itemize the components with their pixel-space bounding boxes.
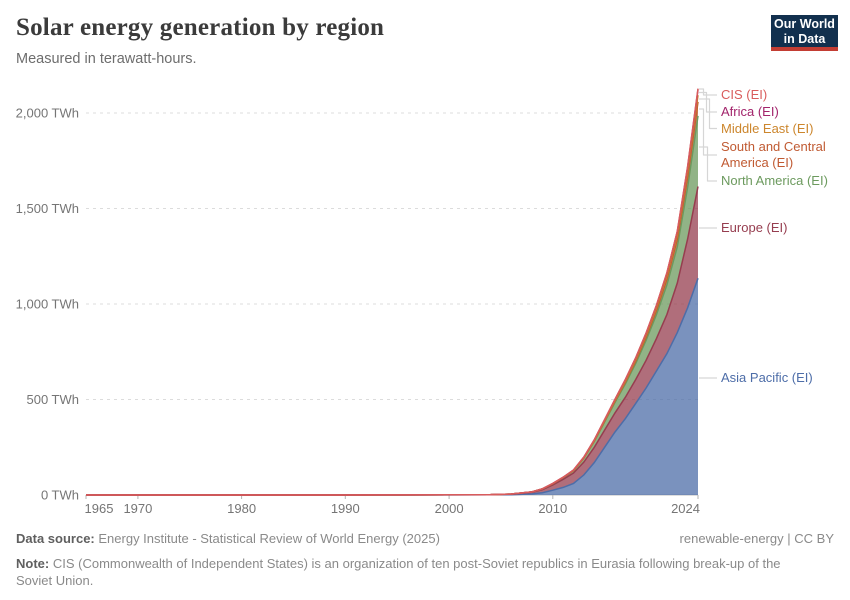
x-tick-label-1980: 1980 xyxy=(227,501,256,516)
y-tick-label-1000: 1,000 TWh xyxy=(16,297,79,312)
data-source-text: Energy Institute - Statistical Review of… xyxy=(98,531,440,546)
line-cis-ei xyxy=(86,88,699,496)
owid-logo[interactable]: Our World in Data xyxy=(771,15,838,51)
x-tick-label-1970: 1970 xyxy=(123,501,152,516)
x-tick-label-1990: 1990 xyxy=(331,501,360,516)
legend-label-cis-ei[interactable]: CIS (EI) xyxy=(721,87,768,102)
x-tick-label-1965: 1965 xyxy=(85,501,114,516)
y-tick-label-1500: 1,500 TWh xyxy=(16,201,79,216)
chart-footer: Data source: Energy Institute - Statisti… xyxy=(16,531,834,589)
legend-connector-middle-east-ei xyxy=(699,98,717,130)
chart-note: Note: CIS (Commonwealth of Independent S… xyxy=(16,555,818,589)
x-tick-label-2010: 2010 xyxy=(538,501,567,516)
legend-label-middle-east-ei[interactable]: Middle East (EI) xyxy=(721,120,814,136)
owid-logo-line1: Our World xyxy=(774,17,835,31)
legend-label-asia-pacific-ei[interactable]: Asia Pacific (EI) xyxy=(721,370,813,385)
legend-label-africa-ei[interactable]: Africa (EI) xyxy=(721,104,779,119)
legend-label-south-and-central-america-ei[interactable]: South and Central America (EI) xyxy=(721,139,826,170)
license-separator: | xyxy=(787,531,791,546)
chart-slug: renewable-energy xyxy=(679,531,784,546)
y-tick-label-2000: 2,000 TWh xyxy=(16,106,79,121)
x-tick-label-2000: 2000 xyxy=(435,501,464,516)
legend-connector-south-and-central-america-ei xyxy=(699,108,717,156)
chart-subtitle: Measured in terawatt-hours. xyxy=(16,51,197,67)
legend-connector-africa-ei xyxy=(699,91,717,113)
note-label: Note: xyxy=(16,556,50,571)
legend-label-north-america-ei[interactable]: North America (EI) xyxy=(721,173,828,188)
page-title: Solar energy generation by region xyxy=(16,14,385,41)
license-link[interactable]: CC BY xyxy=(794,531,834,546)
data-source: Data source: Energy Institute - Statisti… xyxy=(16,531,440,546)
legend-label-europe-ei[interactable]: Europe (EI) xyxy=(721,220,788,235)
y-tick-label-500: 500 TWh xyxy=(26,392,79,407)
owid-logo-line2: in Data xyxy=(783,32,826,46)
data-source-label: Data source: xyxy=(16,531,95,546)
note-text: CIS (Commonwealth of Independent States)… xyxy=(16,556,781,588)
x-tick-label-2024: 2024 xyxy=(671,501,700,516)
legend-connector-north-america-ei xyxy=(699,146,717,182)
license-line: renewable-energy | CC BY xyxy=(680,531,834,546)
area-asia-pacific-ei[interactable] xyxy=(86,278,698,495)
y-tick-label-0: 0 TWh xyxy=(41,488,79,503)
